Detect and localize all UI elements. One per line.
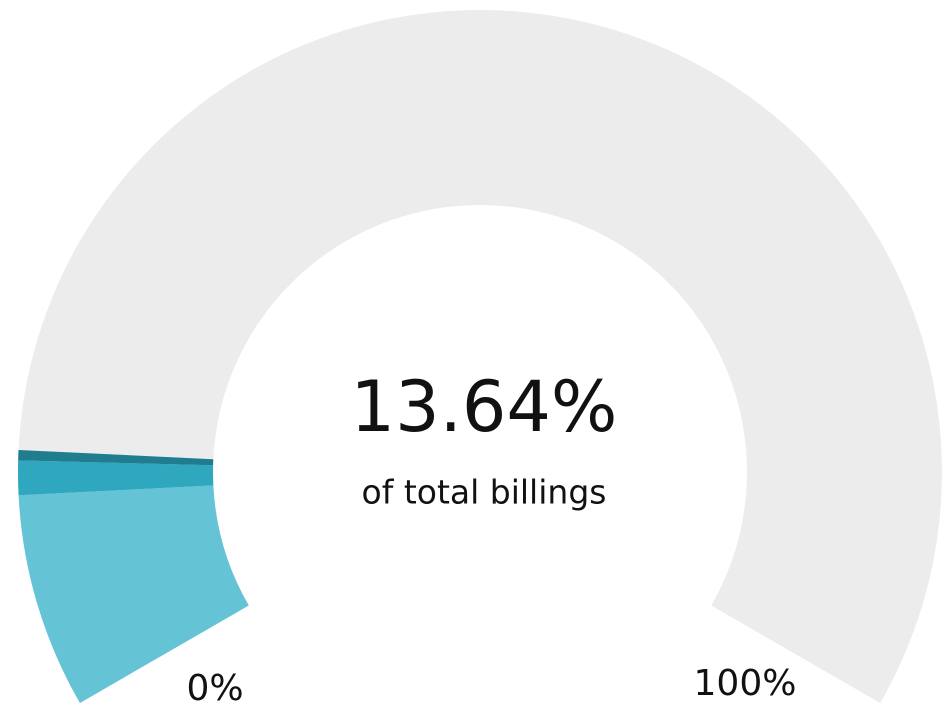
gauge-segment xyxy=(18,449,214,466)
center-value: 13.64% xyxy=(351,366,618,448)
gauge-segment xyxy=(18,460,214,496)
center-caption: of total billings xyxy=(362,473,607,512)
gauge-segment xyxy=(18,485,249,703)
tick-label: 100% xyxy=(694,663,797,704)
tick-label: 0% xyxy=(186,668,243,709)
gauge-track xyxy=(17,10,942,704)
